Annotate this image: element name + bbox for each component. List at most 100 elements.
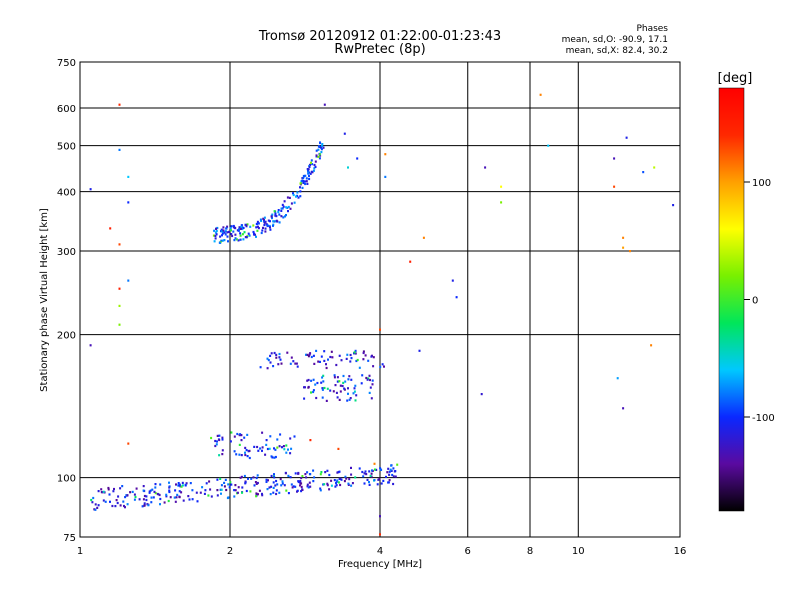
data-point	[123, 504, 125, 508]
data-point	[312, 389, 315, 392]
data-point	[274, 214, 277, 217]
data-point	[257, 493, 259, 496]
data-point	[126, 503, 129, 506]
data-point	[277, 209, 280, 212]
data-point	[314, 165, 317, 168]
data-point	[380, 482, 383, 485]
data-point	[539, 93, 542, 96]
data-point	[346, 399, 349, 402]
data-point	[335, 484, 338, 487]
data-point	[232, 224, 235, 228]
data-point	[240, 475, 243, 478]
data-point	[318, 157, 321, 160]
y-axis-label: Stationary phase Virtual Height [km]	[39, 208, 50, 392]
data-point	[218, 241, 221, 244]
data-point	[135, 487, 138, 490]
data-point	[383, 365, 385, 368]
data-point	[301, 488, 304, 491]
data-point	[307, 355, 310, 358]
data-point	[350, 466, 352, 469]
data-point	[317, 360, 320, 363]
data-point	[119, 487, 122, 490]
colorbar-label: [deg]	[718, 71, 753, 86]
data-point	[287, 474, 290, 477]
data-point	[257, 222, 260, 225]
data-point	[362, 358, 365, 361]
data-point	[156, 492, 159, 496]
data-point	[319, 489, 322, 492]
data-point	[181, 481, 184, 484]
data-point	[115, 499, 118, 502]
data-point	[320, 151, 323, 154]
data-point	[237, 239, 240, 242]
data-point	[176, 493, 179, 496]
data-point	[409, 260, 412, 263]
data-point	[345, 357, 348, 360]
data-point	[386, 471, 389, 474]
data-point	[334, 485, 337, 488]
data-point	[256, 474, 259, 477]
data-point	[314, 160, 317, 163]
data-point	[323, 350, 326, 353]
data-point	[310, 161, 312, 164]
data-point	[261, 446, 264, 449]
data-point	[297, 196, 300, 199]
data-point	[270, 485, 273, 488]
data-point	[388, 479, 391, 482]
data-point	[230, 229, 232, 232]
data-point	[114, 505, 117, 508]
data-point	[249, 490, 252, 493]
data-point	[118, 323, 121, 326]
data-point	[285, 214, 287, 217]
data-point	[500, 201, 503, 204]
data-point	[305, 476, 308, 479]
data-point	[236, 229, 239, 232]
data-point	[247, 477, 249, 480]
data-point	[363, 472, 366, 475]
data-point	[289, 437, 292, 440]
data-point	[337, 481, 340, 484]
data-point	[418, 349, 421, 352]
data-point	[224, 478, 227, 481]
data-point	[275, 489, 278, 492]
data-point	[650, 344, 653, 347]
data-point	[276, 446, 279, 449]
data-point	[242, 226, 245, 229]
data-point	[388, 470, 391, 473]
data-point	[266, 488, 269, 491]
data-point	[346, 353, 349, 356]
data-point	[347, 166, 349, 169]
data-point	[309, 473, 312, 476]
plot-frame	[79, 61, 681, 538]
data-point	[354, 476, 357, 479]
data-point	[102, 490, 105, 493]
data-point	[233, 495, 236, 498]
data-point	[278, 221, 281, 224]
data-point	[119, 504, 122, 507]
data-point	[230, 233, 233, 236]
data-point	[270, 474, 273, 478]
data-point	[371, 379, 374, 382]
data-point	[310, 159, 313, 162]
data-point	[228, 486, 231, 489]
data-point	[269, 354, 272, 357]
data-point	[221, 234, 223, 237]
data-point	[292, 192, 294, 195]
data-point	[299, 195, 302, 198]
data-point	[276, 438, 279, 441]
data-point	[372, 365, 375, 368]
data-point	[326, 484, 329, 487]
data-point	[224, 230, 227, 233]
data-point	[365, 376, 368, 380]
data-point	[312, 469, 315, 472]
data-point	[336, 376, 339, 379]
data-point	[219, 477, 222, 480]
data-point	[222, 226, 225, 229]
data-point	[296, 191, 299, 194]
data-point	[277, 363, 280, 366]
colorbar-tick-label: -100	[752, 413, 775, 424]
data-point	[152, 496, 155, 499]
data-point	[320, 355, 323, 358]
data-point	[109, 227, 112, 230]
data-point	[235, 238, 238, 241]
